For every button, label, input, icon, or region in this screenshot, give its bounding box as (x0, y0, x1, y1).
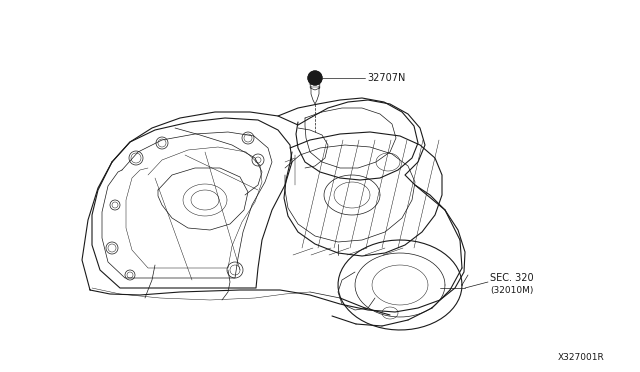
Text: 32707N: 32707N (367, 73, 405, 83)
Circle shape (308, 71, 322, 85)
Text: X327001R: X327001R (558, 353, 605, 362)
Text: SEC. 320: SEC. 320 (490, 273, 534, 283)
Text: (32010M): (32010M) (490, 285, 533, 295)
